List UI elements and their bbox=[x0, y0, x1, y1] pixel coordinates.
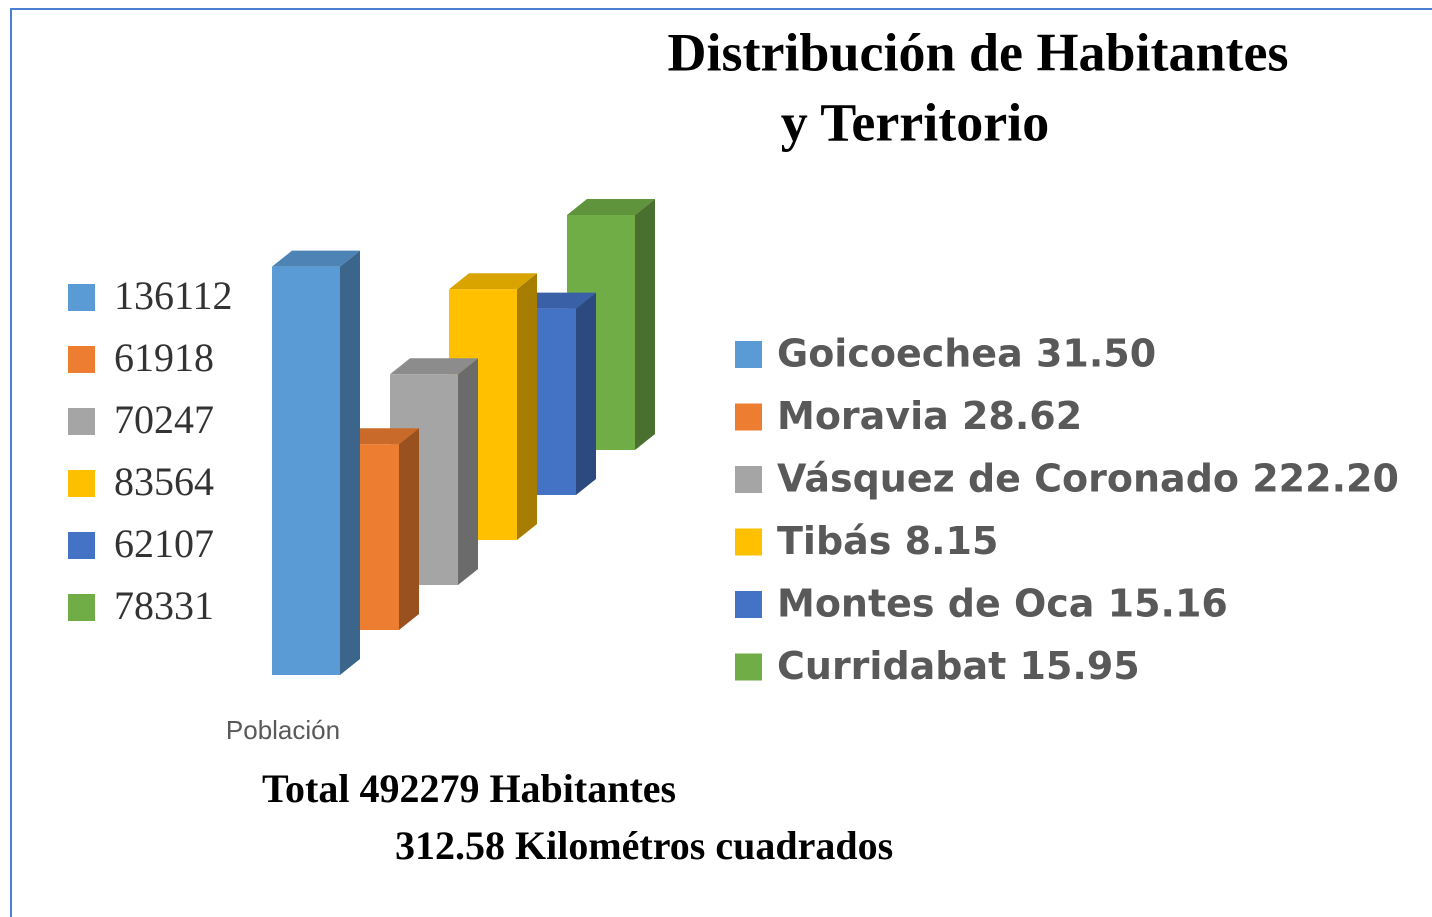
legend-swatch bbox=[68, 594, 95, 621]
legend-swatch bbox=[735, 528, 762, 556]
legend-swatch bbox=[68, 346, 95, 373]
legend-label: Goicoechea 31.50 bbox=[777, 332, 1156, 376]
footer: 312.58 Kilométros cuadrados bbox=[395, 823, 893, 868]
bar-top bbox=[272, 250, 360, 267]
legend-value: 136112 bbox=[114, 273, 233, 318]
category-label: Población bbox=[226, 715, 340, 745]
bar-top bbox=[567, 199, 655, 216]
legend-value: 62107 bbox=[114, 521, 214, 566]
bar-front bbox=[272, 266, 340, 675]
bar-side bbox=[576, 292, 596, 495]
bar-side bbox=[340, 250, 360, 675]
legend-swatch bbox=[735, 591, 762, 618]
legend-label: Vásquez de Coronado 222.20 bbox=[777, 457, 1399, 501]
legend-label: Tibás 8.15 bbox=[777, 519, 998, 563]
legend-swatch bbox=[68, 408, 95, 435]
legend-swatch bbox=[735, 341, 762, 368]
legend-value: 78331 bbox=[114, 583, 214, 628]
legend-value: 61918 bbox=[114, 335, 214, 380]
legend-swatch bbox=[68, 532, 95, 559]
bar bbox=[272, 250, 360, 675]
legend-label: Moravia 28.62 bbox=[777, 394, 1082, 438]
bar-side bbox=[635, 199, 655, 450]
bar-top bbox=[449, 273, 537, 290]
legend-value: 83564 bbox=[114, 459, 214, 504]
bar-side bbox=[458, 358, 478, 585]
legend-label: Curridabat 15.95 bbox=[777, 644, 1140, 688]
legend-swatch bbox=[735, 403, 762, 431]
legend-swatch bbox=[735, 466, 762, 493]
bar-side bbox=[517, 273, 537, 540]
chart-title: y Territorio bbox=[781, 92, 1049, 152]
frame bbox=[10, 8, 1432, 917]
legend-label: Montes de Oca 15.16 bbox=[777, 582, 1228, 626]
legend-value: 70247 bbox=[114, 397, 214, 442]
legend-swatch bbox=[68, 470, 95, 497]
legend-swatch bbox=[735, 653, 762, 681]
footer: Total 492279 Habitantes bbox=[262, 766, 676, 811]
chart-title: Distribución de Habitantes bbox=[667, 22, 1288, 82]
legend-swatch bbox=[68, 284, 95, 311]
bar-side bbox=[399, 428, 419, 630]
bar-top bbox=[390, 358, 478, 375]
